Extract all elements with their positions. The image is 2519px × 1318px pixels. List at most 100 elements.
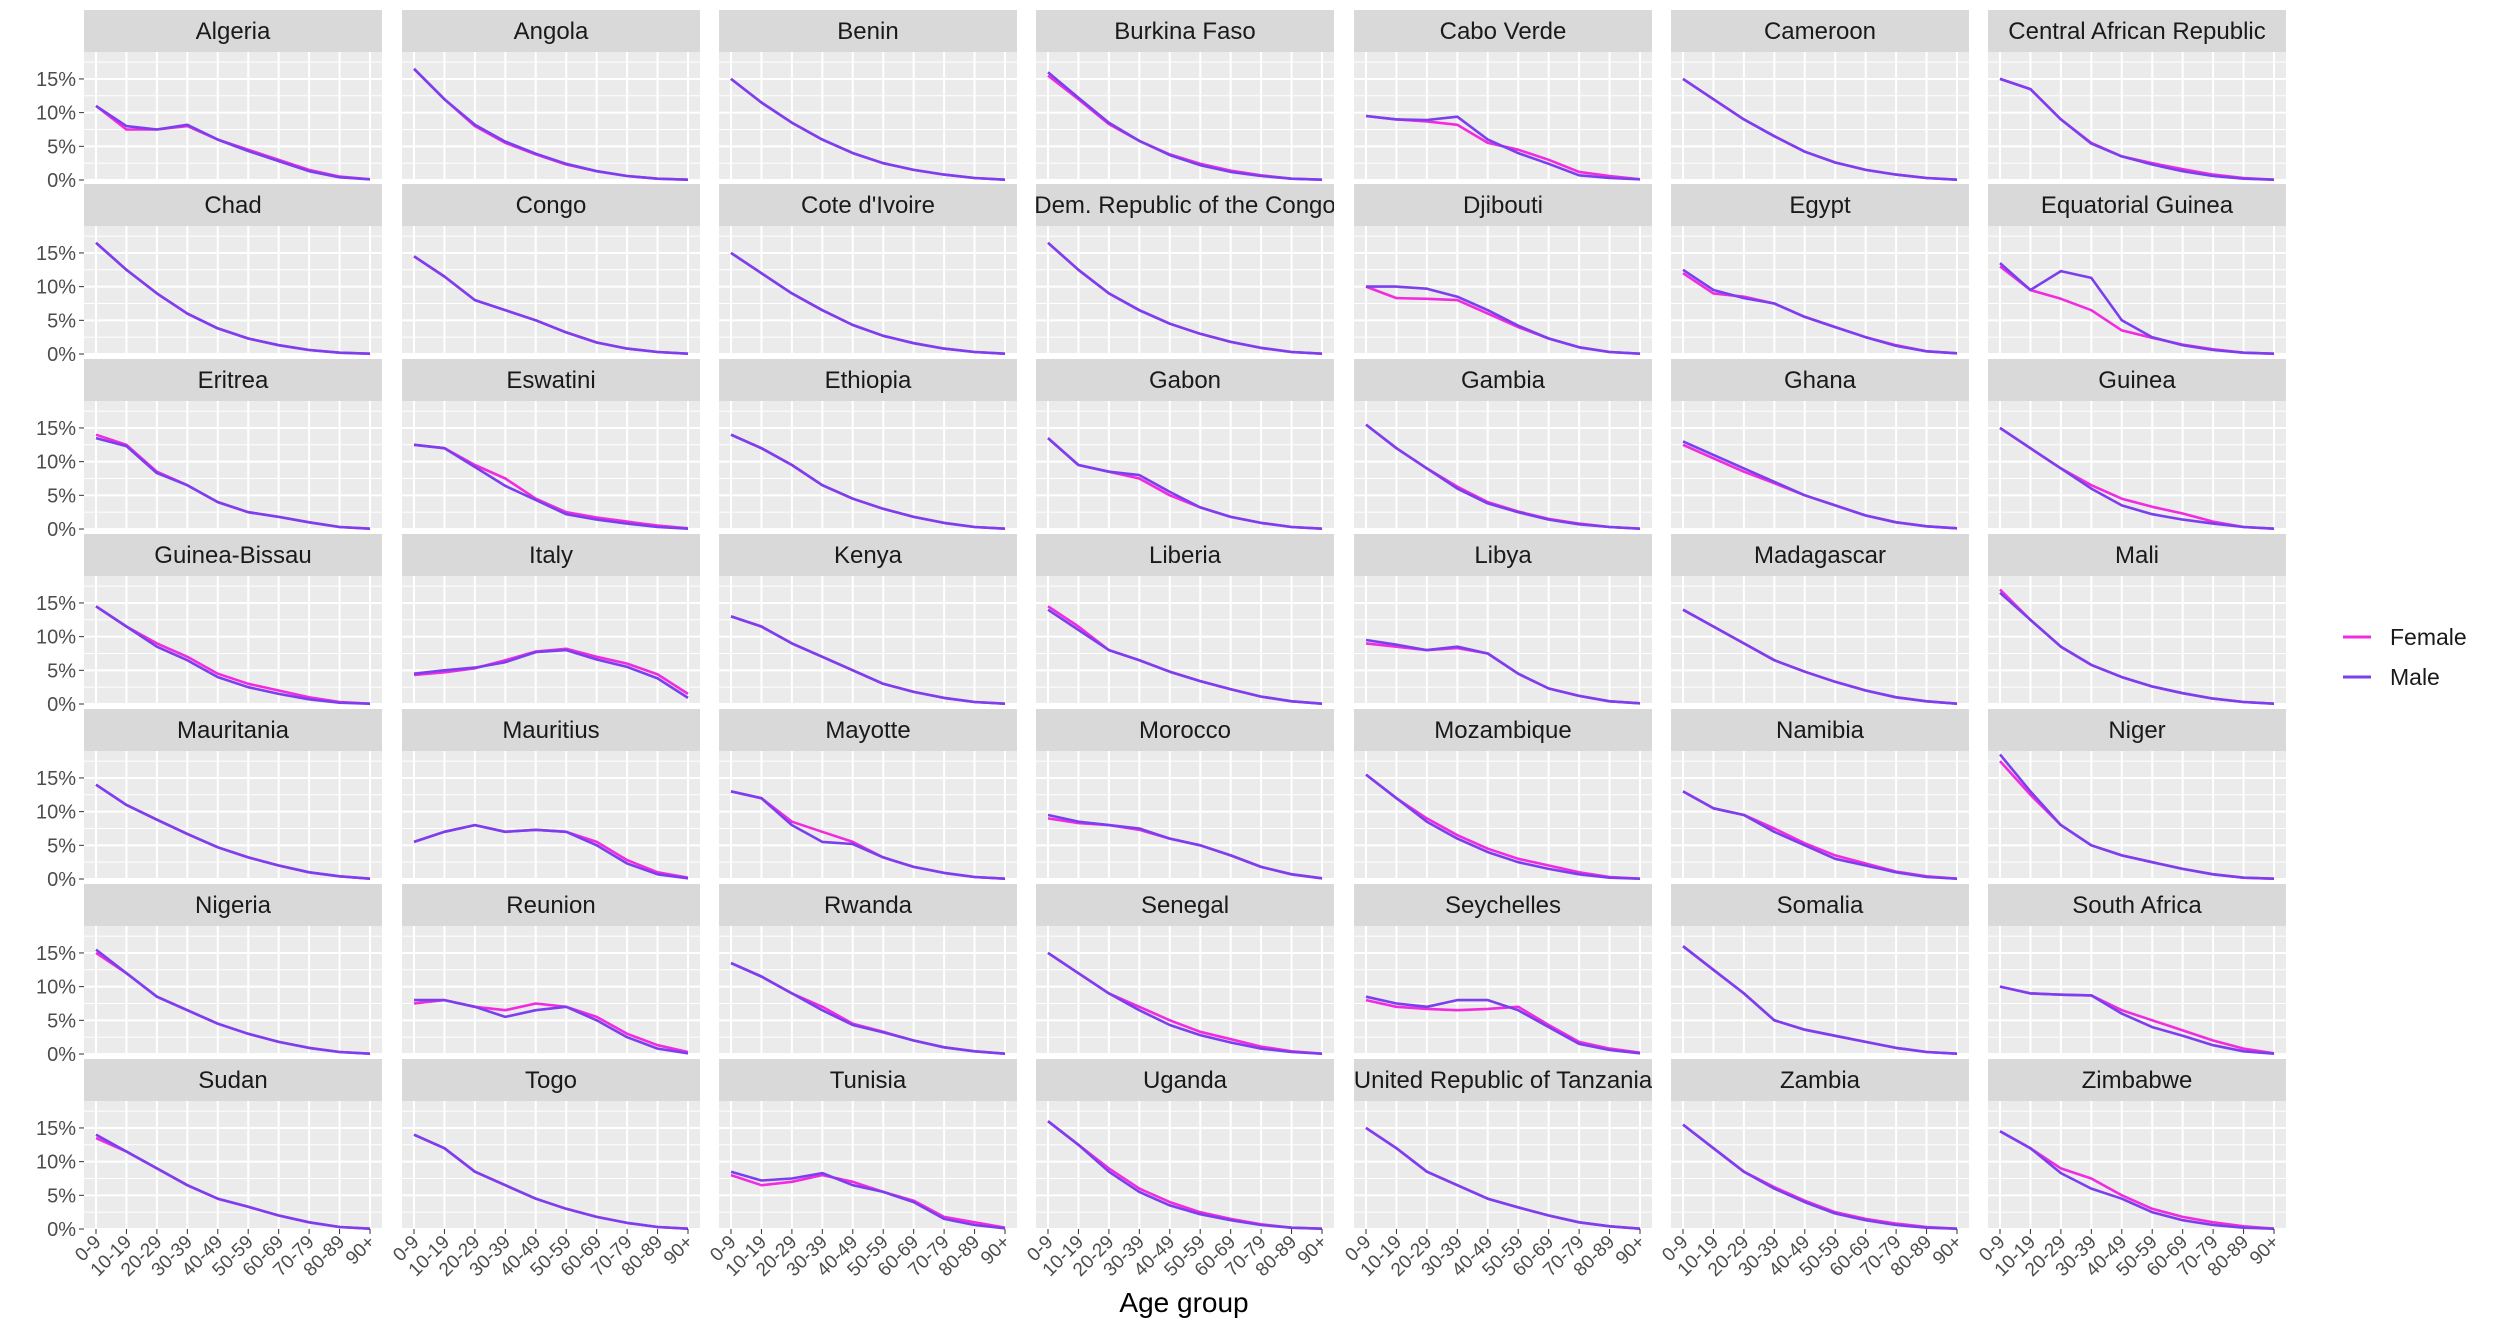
facet-strip xyxy=(1036,884,1334,926)
panel-background xyxy=(84,1101,382,1229)
facet-title: Egypt xyxy=(1789,192,1851,219)
facet-title: Kenya xyxy=(834,542,903,569)
facet-panel-eritrea: Eritrea 0% 5% 10% 15% xyxy=(36,359,382,541)
male-line xyxy=(730,961,1006,1055)
facet-panel-madagascar: Madagascar xyxy=(1671,534,1969,705)
facet-title: Somalia xyxy=(1777,892,1864,919)
y-tick-label: 10% xyxy=(36,452,76,474)
panel-background xyxy=(719,576,1017,704)
panel-background xyxy=(1671,226,1969,354)
facet-panel-mali: Mali xyxy=(1988,534,2286,705)
facet-title: Mali xyxy=(2115,542,2159,569)
male-line xyxy=(95,1133,371,1230)
facet-strip xyxy=(402,10,700,52)
facet-panels: Algeria 0% 5% 10% 15% Angola Benin Burkina Faso… xyxy=(36,10,2286,1281)
facet-strip xyxy=(84,534,382,576)
facet-title: Chad xyxy=(204,192,261,219)
facet-strip xyxy=(1354,1059,1652,1101)
panel-background xyxy=(1671,926,1969,1054)
male-line xyxy=(1682,945,1958,1055)
male-line xyxy=(730,790,1006,880)
male-line xyxy=(1999,77,2275,181)
y-tick-label: 10% xyxy=(36,103,76,125)
male-line xyxy=(1999,262,2275,355)
facet-panel-seychelles: Seychelles xyxy=(1354,884,1652,1055)
facet-title: Central African Republic xyxy=(2008,18,2265,45)
male-line xyxy=(1682,268,1958,355)
y-tick-label: 15% xyxy=(36,243,76,265)
facet-strip xyxy=(1988,1059,2286,1101)
y-tick-label: 5% xyxy=(47,485,76,507)
facet-strip xyxy=(402,884,700,926)
x-tick-label: 90+ xyxy=(1929,1232,1967,1270)
male-line xyxy=(1047,951,1323,1055)
facet-panel-morocco: Morocco xyxy=(1036,709,1334,880)
panel-background xyxy=(84,751,382,879)
facet-title: United Republic of Tanzania xyxy=(1354,1067,1653,1094)
facet-strip xyxy=(402,184,700,226)
facet-strip xyxy=(719,709,1017,751)
y-tick-label: 15% xyxy=(36,943,76,965)
facet-panel-djibouti: Djibouti xyxy=(1354,184,1652,355)
facet-panel-dem-republic-of-the-congo: Dem. Republic of the Congo xyxy=(1036,184,1334,355)
facet-strip xyxy=(1988,184,2286,226)
facet-strip xyxy=(1671,1059,1969,1101)
facet-title: Zimbabwe xyxy=(2082,1067,2193,1094)
male-line xyxy=(95,948,371,1055)
facet-title: Tunisia xyxy=(830,1067,907,1094)
facet-panel-gabon: Gabon xyxy=(1036,359,1334,530)
male-line xyxy=(1682,440,1958,530)
facet-title: Guinea-Bissau xyxy=(154,542,311,569)
facet-panel-mauritius: Mauritius xyxy=(402,709,700,880)
facet-title: Sudan xyxy=(198,1067,267,1094)
facet-panel-central-african-republic: Central African Republic xyxy=(1988,10,2286,181)
y-tick-label: 0% xyxy=(47,344,76,366)
facet-panel-guinea: Guinea xyxy=(1988,359,2286,530)
facet-panel-ghana: Ghana xyxy=(1671,359,1969,530)
facet-strip xyxy=(1671,709,1969,751)
panel-background xyxy=(719,926,1017,1054)
facet-panel-eswatini: Eswatini xyxy=(402,359,700,530)
y-tick-label: 0% xyxy=(47,869,76,891)
panel-background xyxy=(719,751,1017,879)
male-line xyxy=(1047,608,1323,705)
facet-panel-nigeria: Nigeria 0% 5% 10% 15% xyxy=(36,884,382,1066)
male-line xyxy=(413,648,689,699)
facet-panel-united-republic-of-tanzania: United Republic of Tanzania0-910-1920-29… xyxy=(1341,1059,1653,1281)
x-tick-label: 90+ xyxy=(660,1232,698,1270)
facet-title: Libya xyxy=(1474,542,1532,569)
facet-strip xyxy=(1354,534,1652,576)
facet-panel-equatorial-guinea: Equatorial Guinea xyxy=(1988,184,2286,355)
facet-title: Mayotte xyxy=(825,717,910,744)
facet-title: Reunion xyxy=(506,892,595,919)
panel-background xyxy=(1354,576,1652,704)
x-tick-label: 90+ xyxy=(2246,1232,2284,1270)
facet-strip xyxy=(1354,884,1652,926)
facet-strip xyxy=(84,884,382,926)
facet-panel-sudan: Sudan0%5%10%15%0-910-1920-2930-3940-4950… xyxy=(36,1059,382,1281)
facet-title: Ethiopia xyxy=(825,367,912,394)
facet-panel-kenya: Kenya xyxy=(719,534,1017,705)
x-tick-label: 90+ xyxy=(1294,1232,1332,1270)
facet-title: Guinea xyxy=(2098,367,2176,394)
male-line xyxy=(1365,773,1641,880)
panel-background xyxy=(1988,576,2286,704)
panel-background xyxy=(1671,52,1969,180)
y-tick-label: 10% xyxy=(36,802,76,824)
facet-title: Benin xyxy=(837,18,898,45)
y-tick-label: 15% xyxy=(36,1118,76,1140)
facet-panel-burkina-faso: Burkina Faso xyxy=(1036,10,1334,181)
panel-background xyxy=(1036,226,1334,354)
facet-strip xyxy=(84,1059,382,1101)
facet-title: Morocco xyxy=(1139,717,1231,744)
facet-strip xyxy=(719,359,1017,401)
male-line xyxy=(413,1133,689,1230)
y-tick-label: 10% xyxy=(36,1152,76,1174)
facet-panel-guinea-bissau: Guinea-Bissau 0% 5% 10% 15% xyxy=(36,534,382,716)
male-line xyxy=(414,998,689,1055)
facet-panel-libya: Libya xyxy=(1354,534,1652,705)
facet-panel-niger: Niger xyxy=(1988,709,2286,880)
facet-strip xyxy=(1036,1059,1334,1101)
male-line xyxy=(95,241,371,355)
facet-strip xyxy=(402,359,700,401)
